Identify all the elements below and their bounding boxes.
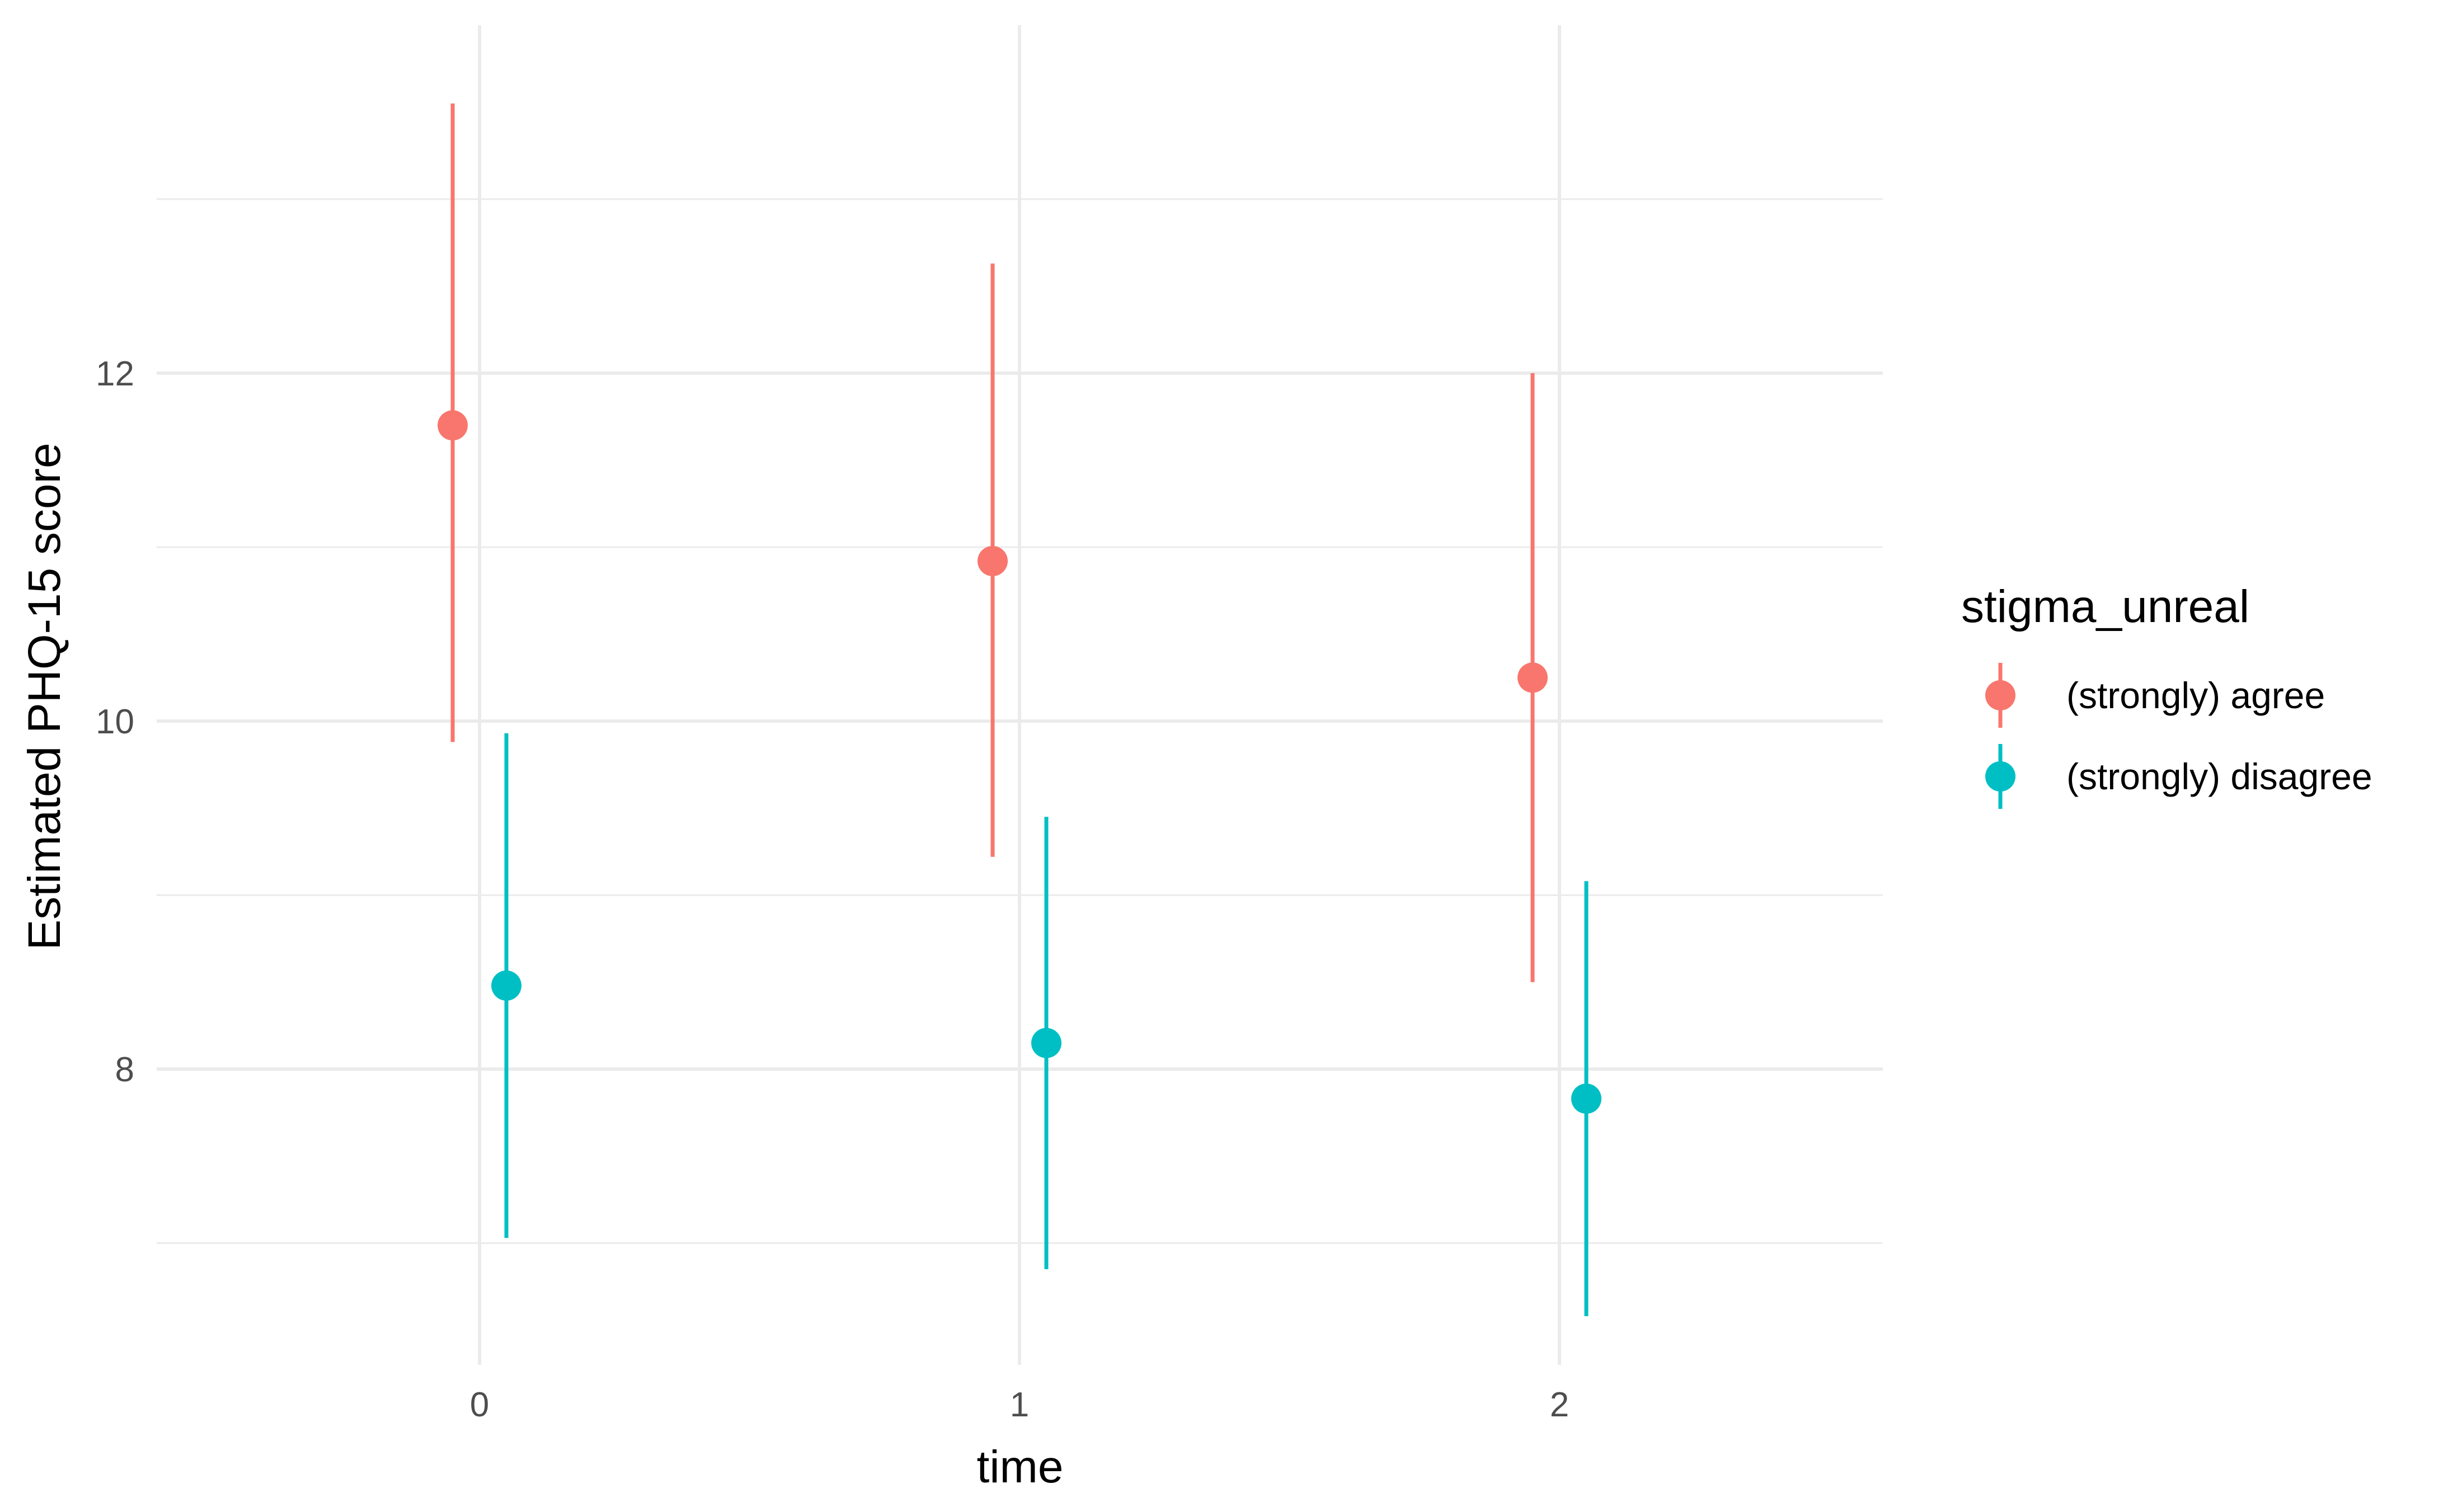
legend-key-point — [1985, 680, 2015, 710]
data-point — [1031, 1028, 1061, 1058]
legend-title: stigma_unreal — [1961, 581, 2249, 632]
legend-label: (strongly) agree — [2066, 675, 2325, 716]
x-tick-label: 0 — [470, 1386, 489, 1424]
x-tick-label: 2 — [1550, 1386, 1569, 1424]
x-axis-title: time — [977, 1442, 1064, 1492]
legend-items: (strongly) agree (strongly) disagree — [1985, 663, 2372, 809]
y-tick-label: 8 — [115, 1051, 134, 1089]
data-point — [438, 410, 468, 441]
legend-key-point — [1985, 761, 2015, 792]
x-tick-label: 1 — [1010, 1386, 1029, 1424]
grid-major — [157, 25, 1883, 1365]
data-point — [978, 546, 1008, 576]
y-tick-label: 10 — [96, 703, 134, 741]
y-tick-label: 12 — [96, 355, 134, 393]
x-axis-ticks: 0 1 2 — [470, 1386, 1569, 1424]
y-axis-title: Estimated PHQ-15 score — [19, 443, 70, 950]
data-point — [1571, 1084, 1601, 1114]
legend: stigma_unreal (strongly) agree(strongly)… — [1961, 581, 2372, 809]
y-axis-ticks: 8 10 12 — [96, 355, 134, 1089]
legend-label: (strongly) disagree — [2066, 756, 2372, 797]
data-marks — [438, 103, 1601, 1316]
data-point — [491, 970, 521, 1001]
data-point — [1517, 662, 1548, 693]
